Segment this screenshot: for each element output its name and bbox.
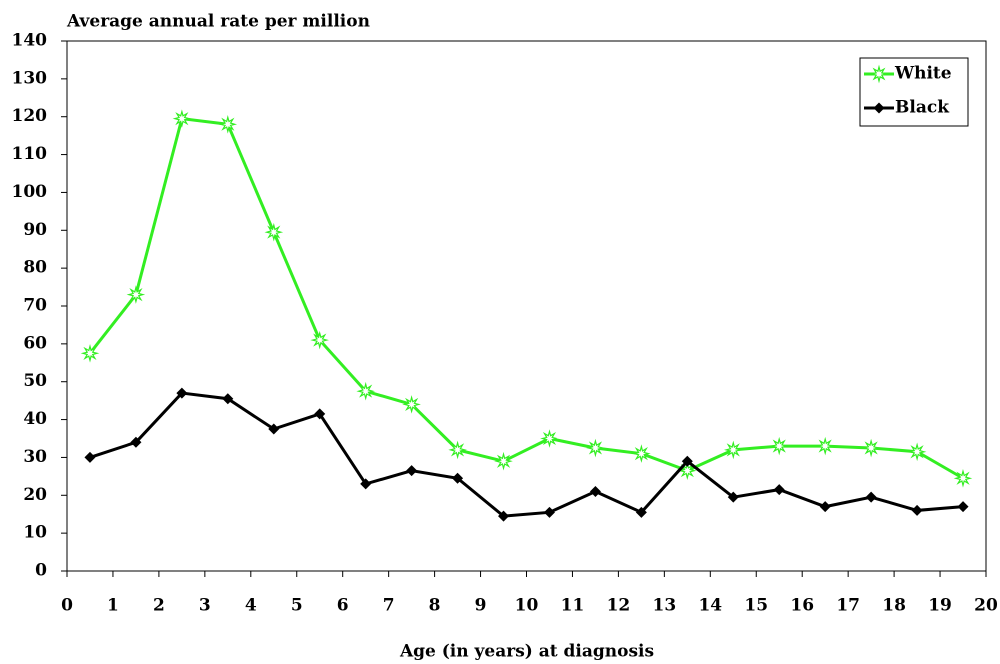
star-marker (907, 442, 927, 462)
x-tick-label: 2 (153, 596, 165, 616)
series-line (89, 391, 964, 518)
diamond-marker (222, 393, 234, 405)
star-marker (815, 436, 835, 456)
y-tick-label: 60 (23, 333, 47, 353)
x-tick-label: 3 (199, 596, 211, 616)
star-marker (494, 451, 513, 471)
star-marker (402, 395, 421, 414)
x-tick-label: 4 (245, 596, 257, 616)
star-marker (218, 115, 238, 134)
x-tick-label: 15 (744, 596, 768, 616)
x-tick-label: 0 (61, 596, 73, 616)
y-tick-label: 20 (23, 485, 47, 505)
star-marker (126, 285, 146, 304)
legend-label: Black (895, 98, 950, 118)
diamond-marker (873, 102, 885, 114)
diamond-marker (176, 387, 188, 399)
star-marker (769, 436, 789, 456)
x-tick-label: 14 (698, 596, 722, 616)
star-marker (448, 440, 467, 460)
diamond-marker (865, 491, 877, 503)
star-marker (632, 444, 651, 463)
diamond-marker (84, 451, 96, 463)
y-tick-label: 140 (12, 31, 48, 51)
diamond-marker (635, 506, 647, 518)
diamond-marker (911, 504, 923, 516)
diamond-marker (589, 486, 601, 497)
x-tick-label: 17 (836, 596, 860, 616)
y-tick-label: 110 (12, 144, 48, 164)
x-tick-label: 7 (383, 596, 395, 616)
y-tick-label: 120 (12, 106, 48, 126)
diamond-marker (406, 465, 418, 477)
legend: White Black (859, 57, 969, 127)
diamond-marker (268, 423, 280, 435)
y-tick-label: 90 (23, 220, 47, 240)
y-tick-label: 130 (12, 68, 48, 88)
x-axis-label: Age (in years) at diagnosis (399, 642, 654, 662)
y-tick-label: 50 (23, 371, 47, 391)
y-tick-label: 10 (23, 523, 47, 543)
diamond-marker (681, 455, 693, 467)
diamond-marker (819, 501, 831, 513)
x-tick-label: 6 (337, 596, 349, 616)
diamond-marker (543, 506, 555, 518)
series-line (88, 116, 964, 480)
star-marker (310, 330, 329, 350)
diamond-marker (727, 491, 739, 503)
diamond-marker (314, 408, 326, 420)
x-tick-label: 11 (561, 596, 585, 616)
x-tick-label: 9 (475, 596, 487, 616)
legend-label: White (894, 64, 952, 84)
diamond-marker (773, 484, 785, 496)
star-marker (540, 429, 557, 448)
x-tick-label: 18 (882, 596, 906, 616)
y-tick-label: 70 (23, 296, 47, 316)
star-marker (172, 109, 192, 128)
star-marker (264, 222, 284, 242)
x-tick-label: 12 (607, 596, 631, 616)
diamond-marker (498, 510, 510, 522)
x-tick-label: 1 (107, 596, 119, 616)
star-marker (80, 344, 100, 363)
star-marker (356, 381, 376, 401)
star-marker (724, 440, 743, 460)
y-tick-label: 30 (23, 447, 47, 467)
diamond-marker (957, 501, 969, 513)
star-marker (869, 64, 889, 84)
y-tick-label: 0 (35, 561, 47, 581)
diamond-marker (452, 472, 464, 484)
x-tick-label: 19 (928, 596, 952, 616)
diamond-marker (130, 436, 142, 448)
x-tick-label: 8 (429, 596, 441, 616)
star-marker (586, 438, 605, 458)
x-tick-label: 16 (790, 596, 814, 616)
x-tick-label: 20 (974, 596, 998, 616)
y-tick-label: 40 (23, 409, 47, 429)
y-axis-label: Average annual rate per million (66, 12, 370, 32)
y-tick-label: 80 (23, 258, 47, 278)
star-marker (953, 469, 973, 488)
diamond-marker (360, 478, 372, 490)
x-tick-label: 10 (515, 596, 539, 616)
x-tick-label: 13 (653, 596, 677, 616)
y-tick-label: 100 (12, 182, 48, 202)
x-tick-label: 5 (291, 596, 303, 616)
star-marker (861, 438, 881, 458)
